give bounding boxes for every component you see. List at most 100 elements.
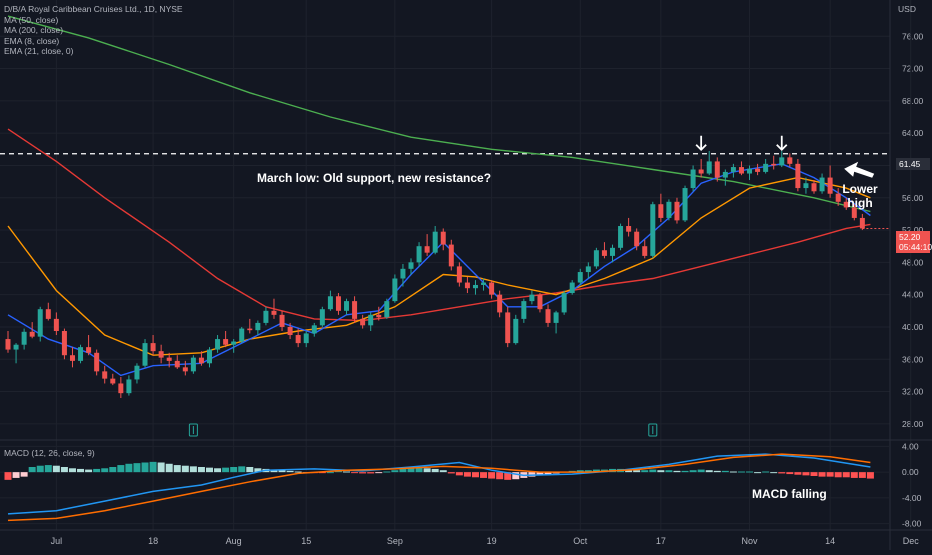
macd-hist-bar <box>850 472 858 478</box>
candle-body <box>287 326 293 336</box>
time-tick-label: Aug <box>226 536 242 546</box>
last-price-tag: 52.20 05:44:10 <box>896 231 932 253</box>
candle-body <box>577 272 583 283</box>
macd-hist-bar <box>762 471 770 473</box>
macd-line <box>7 453 871 515</box>
candle-body <box>69 355 75 361</box>
macd-hist-bar <box>334 470 342 473</box>
candle-body <box>255 322 261 331</box>
candle-body <box>110 378 116 384</box>
symbol-title[interactable]: D/B/A Royal Caribbean Cruises Ltd., 1D, … <box>4 4 183 14</box>
macd-hist-bar <box>455 472 463 476</box>
macd-hist-bar <box>431 468 439 473</box>
candle-body <box>424 246 430 253</box>
candle-body <box>593 250 599 267</box>
macd-hist-bar <box>230 467 238 473</box>
macd-hist-bar <box>810 472 818 476</box>
candle-body <box>94 352 100 372</box>
candle-body <box>658 204 664 218</box>
legend-ema8[interactable]: EMA (8, close) <box>4 35 60 46</box>
candle-body <box>674 201 680 221</box>
macd-hist-bar <box>641 470 649 473</box>
macd-hist-bar <box>504 472 512 480</box>
price-tick-label: 52.00 <box>902 225 924 235</box>
time-tick-label: 18 <box>148 536 158 546</box>
candle-body <box>327 296 333 310</box>
macd-hist-bar <box>367 472 375 474</box>
candle-body <box>239 328 245 342</box>
candle-body <box>376 314 382 318</box>
candle-body <box>440 231 446 245</box>
candle-body <box>771 163 777 166</box>
macd-hist-bar <box>415 467 423 473</box>
macd-hist-bar <box>488 472 496 479</box>
candle-body <box>610 247 615 256</box>
candle-body <box>819 177 825 192</box>
resistance-price-tag: 61.45 <box>896 158 930 170</box>
macd-hist-bar <box>754 472 762 474</box>
candle-body <box>150 343 156 352</box>
candle-body <box>360 318 366 326</box>
candle-body <box>344 301 350 311</box>
macd-hist-bar <box>141 462 149 473</box>
candle-body <box>86 347 92 353</box>
macd-hist-bar <box>625 469 633 473</box>
macd-hist-bar <box>12 472 20 478</box>
macd-hist-bar <box>214 468 222 473</box>
macd-hist-bar <box>447 472 455 474</box>
candle-body <box>335 296 341 311</box>
macd-hist-bar <box>294 471 302 473</box>
macd-legend[interactable]: MACD (12, 26, close, 9) <box>4 448 95 458</box>
macd-hist-bar <box>826 472 834 477</box>
macd-hist-bar <box>689 470 697 473</box>
macd-hist-bar <box>318 472 326 474</box>
candle-body <box>279 314 285 327</box>
candle-body <box>400 268 406 279</box>
macd-hist-bar <box>681 470 689 473</box>
macd-hist-bar <box>544 472 552 475</box>
time-tick-label: Nov <box>742 536 759 546</box>
macd-hist-bar <box>101 468 109 473</box>
candle-body <box>263 310 269 323</box>
macd-hist-bar <box>246 467 254 473</box>
macd-hist-bar <box>512 472 520 480</box>
macd-hist-bar <box>802 472 810 476</box>
macd-hist-bar <box>471 472 479 478</box>
macd-hist-bar <box>439 470 447 473</box>
candle-body <box>811 183 817 192</box>
event-flag <box>188 423 198 437</box>
time-tick-label: 15 <box>301 536 311 546</box>
candle-body <box>682 188 688 221</box>
candle-body <box>618 226 624 248</box>
legend-ma200[interactable]: MA (200, close) <box>4 25 64 35</box>
macd-hist-bar <box>729 471 737 473</box>
event-flag <box>648 423 658 437</box>
candle-body <box>545 309 551 323</box>
candle-body <box>166 357 172 361</box>
macd-hist-bar <box>351 472 359 474</box>
macd-hist-bar <box>181 465 189 473</box>
macd-hist-bar <box>68 468 76 473</box>
candle-body <box>472 284 478 289</box>
price-tick-label: 48.00 <box>902 257 924 267</box>
macd-hist-bar <box>866 472 874 479</box>
candle-body <box>851 207 857 218</box>
candle-body <box>843 201 849 208</box>
macd-hist-bar <box>173 465 181 473</box>
legend-ema21[interactable]: EMA (21, close, 0) <box>4 46 74 56</box>
candle-body <box>803 183 809 189</box>
macd-hist-bar <box>343 471 351 473</box>
candle-body <box>247 328 253 331</box>
macd-hist-bar <box>375 472 383 474</box>
candle-body <box>45 309 51 319</box>
legend-ma50[interactable]: MA (50, close) <box>4 14 59 25</box>
signal-line <box>7 453 871 522</box>
macd-hist-bar <box>834 472 842 478</box>
macd-hist-bar <box>633 470 641 473</box>
candle-body <box>207 349 212 364</box>
macd-hist-bar <box>818 472 826 477</box>
macd-tick-label: 4.00 <box>902 441 919 451</box>
macd-annotation: MACD falling <box>752 487 827 501</box>
